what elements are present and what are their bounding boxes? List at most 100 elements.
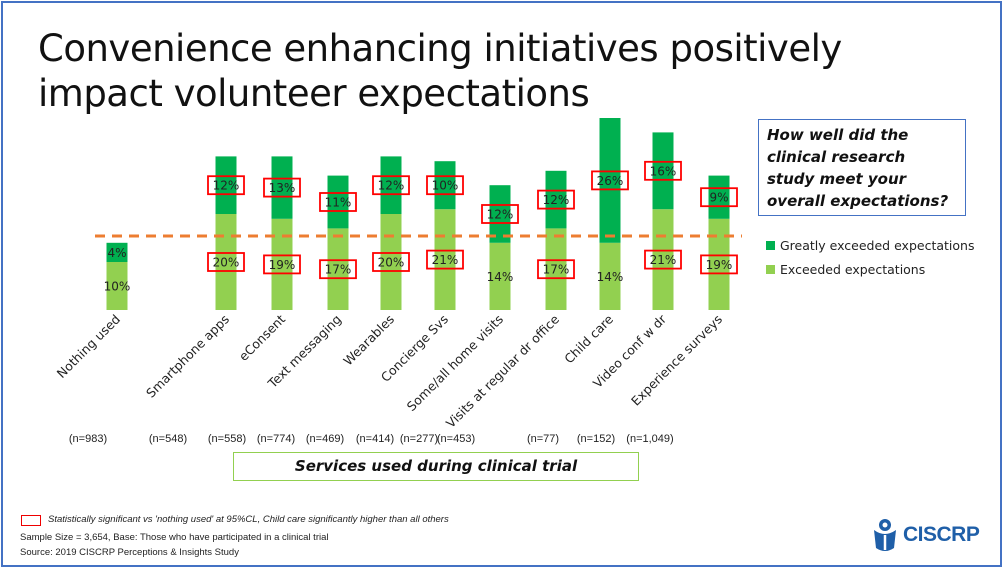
bar-greatly-exceeded	[215, 156, 237, 214]
data-label-exceeded: 14%	[597, 270, 624, 284]
data-label-exceeded: 17%	[325, 263, 352, 277]
data-label-greatly: 16%	[650, 164, 677, 178]
significance-note: Statistically significant vs 'nothing us…	[48, 514, 449, 525]
bar-greatly-exceeded	[652, 132, 674, 210]
legend-swatch-greatly	[766, 241, 775, 250]
sample-size-label: (n=277)	[399, 433, 439, 445]
sample-size-label: (n=77)	[526, 433, 560, 445]
bar-greatly-exceeded	[327, 175, 349, 229]
data-label-greatly: 9%	[709, 191, 728, 205]
significance-box	[319, 192, 357, 212]
data-label-greatly: 12%	[487, 208, 514, 222]
question-box: How well did the clinical research study…	[758, 119, 966, 216]
data-label-greatly: 4%	[107, 246, 126, 260]
legend-label-greatly: Greatly exceeded expectations	[780, 238, 975, 253]
legend-label-exceeded: Exceeded expectations	[780, 262, 926, 277]
data-label-exceeded: 10%	[104, 280, 131, 294]
bar-group: 14% 26% Child care	[561, 118, 629, 366]
significance-box	[372, 252, 410, 272]
x-axis-title-box: Services used during clinical trial	[233, 452, 639, 481]
category-label: Smartphone apps	[143, 312, 232, 401]
sample-size-label: (n=774)	[256, 433, 296, 445]
significance-box	[372, 175, 410, 196]
sample-size-label: (n=548)	[148, 433, 188, 445]
data-label-exceeded: 19%	[269, 258, 296, 272]
sample-size-label: (n=983)	[68, 433, 108, 445]
bar-exceeded	[271, 218, 293, 310]
ciscrp-logo-icon	[874, 519, 896, 551]
bar-greatly-exceeded	[489, 185, 511, 243]
bar-exceeded	[106, 262, 128, 310]
bar-exceeded	[434, 209, 456, 310]
category-label: Some/all home visits	[404, 312, 506, 414]
ciscrp-logo: CISCRP	[872, 518, 980, 552]
title-line-2: impact volunteer expectations	[38, 72, 590, 115]
bar-greatly-exceeded	[106, 242, 128, 262]
bar-group: 19%9%Experience surveys	[628, 175, 738, 409]
sample-size-label: (n=152)	[576, 433, 616, 445]
data-label-greatly: 10%	[432, 179, 459, 193]
bar-exceeded	[215, 214, 237, 310]
category-label: eConsent	[236, 311, 288, 363]
data-label-greatly: 11%	[325, 196, 352, 210]
bar-greatly-exceeded	[434, 161, 456, 210]
significance-box	[537, 259, 575, 280]
data-label-greatly: 12%	[213, 179, 240, 193]
significance-box	[207, 175, 245, 196]
sample-size-label: (n=414)	[355, 433, 395, 445]
title-line-1: Convenience enhancing initiatives positi…	[38, 27, 842, 70]
significance-box	[319, 259, 357, 280]
bar-exceeded	[327, 228, 349, 310]
bar-group: 19% 13% eConsent	[236, 156, 301, 364]
significance-box	[263, 254, 301, 275]
legend-swatch-exceeded	[766, 265, 775, 274]
sample-size-note: Sample Size = 3,654, Base: Those who hav…	[20, 532, 329, 543]
significance-box	[591, 170, 629, 191]
bar-exceeded	[708, 218, 730, 310]
significance-box	[426, 249, 464, 270]
legend-item-exceeded: Exceeded expectations	[766, 262, 925, 277]
logo-text: CISCRP	[903, 523, 980, 546]
slide-title: Convenience enhancing initiatives positi…	[38, 26, 842, 116]
bar-exceeded	[652, 209, 674, 310]
bar-group: 20% 12% Smartphone apps	[143, 156, 245, 401]
category-label: Child care	[561, 311, 616, 366]
data-label-greatly: 12%	[543, 193, 570, 207]
significance-box	[700, 254, 738, 275]
data-label-exceeded: 20%	[378, 256, 405, 270]
bar-exceeded	[545, 228, 567, 310]
bar-group: 10% 4% Nothing used	[54, 242, 131, 381]
significance-box	[481, 204, 519, 224]
significance-box	[644, 249, 682, 270]
data-label-exceeded: 21%	[650, 253, 677, 267]
bar-greatly-exceeded	[599, 118, 621, 243]
significance-box	[207, 252, 245, 272]
data-label-exceeded: 17%	[543, 263, 570, 277]
sample-size-label: (n=558)	[207, 433, 247, 445]
data-label-greatly: 13%	[269, 181, 296, 195]
bar-greatly-exceeded	[545, 170, 567, 229]
data-label-exceeded: 14%	[487, 270, 514, 284]
bar-greatly-exceeded	[271, 156, 293, 219]
bar-greatly-exceeded	[380, 156, 402, 214]
sample-size-label: (n=1,049)	[626, 433, 674, 445]
data-label-exceeded: 20%	[213, 256, 240, 270]
data-label-exceeded: 19%	[706, 258, 733, 272]
category-label: Nothing used	[54, 312, 123, 381]
bar-greatly-exceeded	[708, 175, 730, 219]
bar-exceeded	[380, 214, 402, 310]
bar-exceeded	[599, 242, 621, 310]
significance-box	[426, 175, 464, 196]
source-note: Source: 2019 CISCRP Perceptions & Insigh…	[20, 547, 239, 558]
category-label: Visits at regular dr office	[443, 311, 562, 430]
significance-box	[537, 189, 575, 210]
bar-exceeded	[489, 242, 511, 310]
sample-size-label: (n=453)	[436, 433, 476, 445]
data-label-greatly: 26%	[597, 174, 624, 188]
significance-legend-box	[21, 515, 41, 526]
sample-size-label: (n=469)	[305, 433, 345, 445]
category-label: Wearables	[340, 312, 397, 369]
significance-box	[700, 187, 738, 208]
